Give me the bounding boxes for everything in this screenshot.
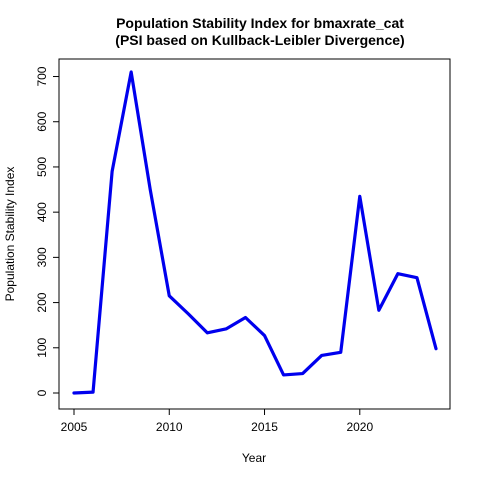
chart-title: Population Stability Index for bmaxrate_… — [116, 15, 404, 31]
y-tick-label: 400 — [35, 202, 49, 222]
y-tick-label: 100 — [35, 337, 49, 357]
series-layer — [72, 70, 438, 395]
plot-frame — [58, 58, 451, 410]
x-tick-label: 2005 — [61, 420, 88, 434]
x-tick-label: 2020 — [346, 420, 373, 434]
y-tick-label: 500 — [35, 157, 49, 177]
x-tick-label: 2010 — [156, 420, 183, 434]
x-axis-label: Year — [242, 451, 266, 465]
y-axis: 0 100 200 300 400 500 600 700 — [35, 66, 60, 396]
y-tick-label: 600 — [35, 111, 49, 131]
chart-subtitle: (PSI based on Kullback-Leibler Divergenc… — [115, 32, 404, 48]
y-tick-label: 0 — [35, 389, 49, 396]
series-line-0 — [72, 70, 438, 395]
y-tick-label: 700 — [35, 66, 49, 86]
y-tick-label: 300 — [35, 247, 49, 267]
x-tick-label: 2015 — [251, 420, 278, 434]
y-tick-label: 200 — [35, 292, 49, 312]
x-axis: 2005 2010 2015 2020 — [61, 408, 373, 434]
y-axis-label: Population Stability Index — [3, 167, 17, 302]
